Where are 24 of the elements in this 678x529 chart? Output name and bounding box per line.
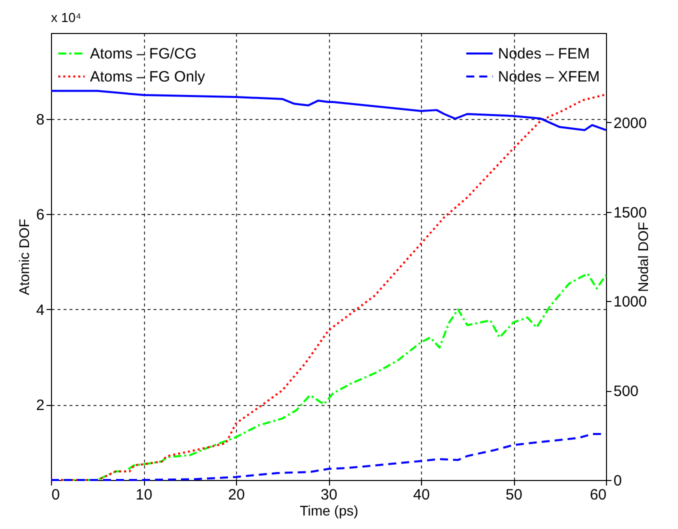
x-tick-label: 20 bbox=[228, 486, 245, 504]
y-tick-label: 6 bbox=[36, 206, 44, 224]
y-axis-title: Atomic DOF bbox=[16, 218, 32, 296]
y-tick-label: 2 bbox=[36, 397, 44, 414]
y2-tick-label: 500 bbox=[614, 383, 639, 400]
y-tick-label: 4 bbox=[36, 302, 44, 319]
x-tick-label: 50 bbox=[506, 486, 522, 504]
x-axis-title: Time (ps) bbox=[300, 502, 358, 518]
x-tick-label: 30 bbox=[320, 486, 338, 504]
x-tick-label: 60 bbox=[590, 486, 606, 504]
line-series bbox=[50, 90, 607, 132]
legend-label: Atoms – FG/CG bbox=[90, 46, 197, 62]
y-tick-label: 8 bbox=[36, 111, 44, 128]
legend-label: Nodes – FEM bbox=[498, 46, 590, 62]
y2-tick-label: 0 bbox=[614, 472, 622, 490]
text: x 10⁴ bbox=[51, 10, 82, 25]
legend-label: Nodes – XFEM bbox=[498, 68, 600, 86]
x-tick-label: 0 bbox=[52, 486, 60, 504]
y2-tick-label: 2000 bbox=[614, 114, 647, 132]
y2-tick-label: 1000 bbox=[614, 294, 647, 311]
y2-tick-label: 1500 bbox=[614, 204, 647, 222]
y2-axis-title: Nodal DOF bbox=[634, 222, 651, 292]
x-tick-label: 40 bbox=[413, 486, 430, 504]
x-tick-label: 10 bbox=[136, 486, 152, 504]
